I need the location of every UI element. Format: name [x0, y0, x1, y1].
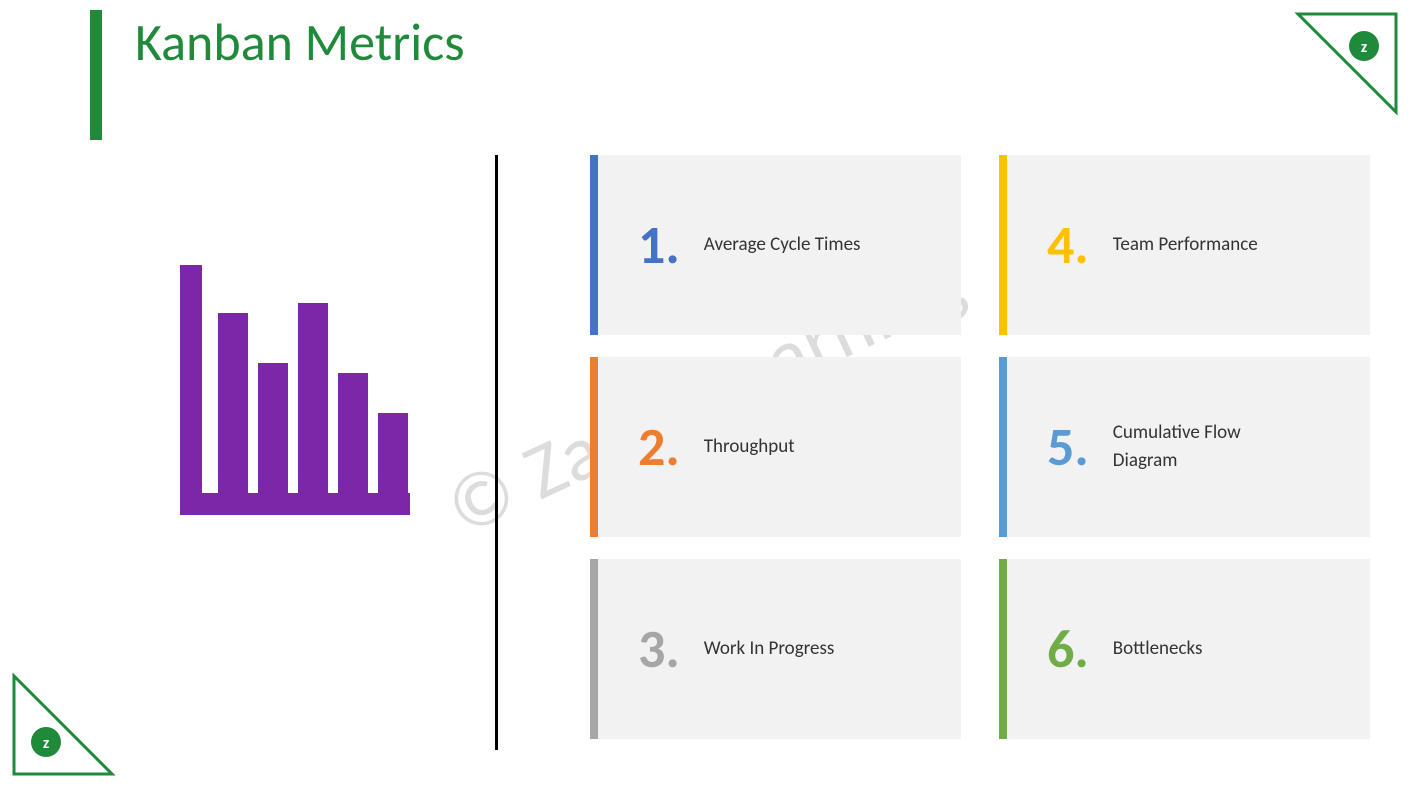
page-title: Kanban Metrics: [135, 10, 465, 74]
metric-number: 5.: [1047, 414, 1089, 480]
metric-label: Cumulative Flow Diagram: [1113, 419, 1303, 476]
metric-number: 4.: [1047, 212, 1089, 278]
svg-text:z: z: [1361, 38, 1367, 57]
metrics-card-grid: 1. Average Cycle Times 4. Team Performan…: [590, 155, 1370, 739]
metric-number: 3.: [638, 616, 680, 682]
metric-label: Work In Progress: [704, 635, 835, 664]
metric-card: 5. Cumulative Flow Diagram: [999, 357, 1370, 537]
metric-number: 2.: [638, 414, 680, 480]
metric-card: 2. Throughput: [590, 357, 961, 537]
bar-chart-icon: [180, 265, 410, 515]
metric-card: 4. Team Performance: [999, 155, 1370, 335]
vertical-divider: [495, 155, 498, 750]
svg-text:z: z: [43, 734, 49, 753]
corner-badge-bottom-left: z: [12, 666, 122, 776]
metric-number: 1.: [638, 212, 680, 278]
metric-card: 1. Average Cycle Times: [590, 155, 961, 335]
corner-badge-top-right: z: [1288, 12, 1398, 122]
metric-number: 6.: [1047, 616, 1089, 682]
metric-label: Average Cycle Times: [704, 231, 861, 260]
metric-label: Throughput: [704, 433, 795, 462]
metric-label: Bottlenecks: [1113, 635, 1203, 664]
metric-card: 6. Bottlenecks: [999, 559, 1370, 739]
title-accent-bar: [90, 10, 102, 140]
metric-label: Team Performance: [1113, 231, 1258, 260]
metric-card: 3. Work In Progress: [590, 559, 961, 739]
